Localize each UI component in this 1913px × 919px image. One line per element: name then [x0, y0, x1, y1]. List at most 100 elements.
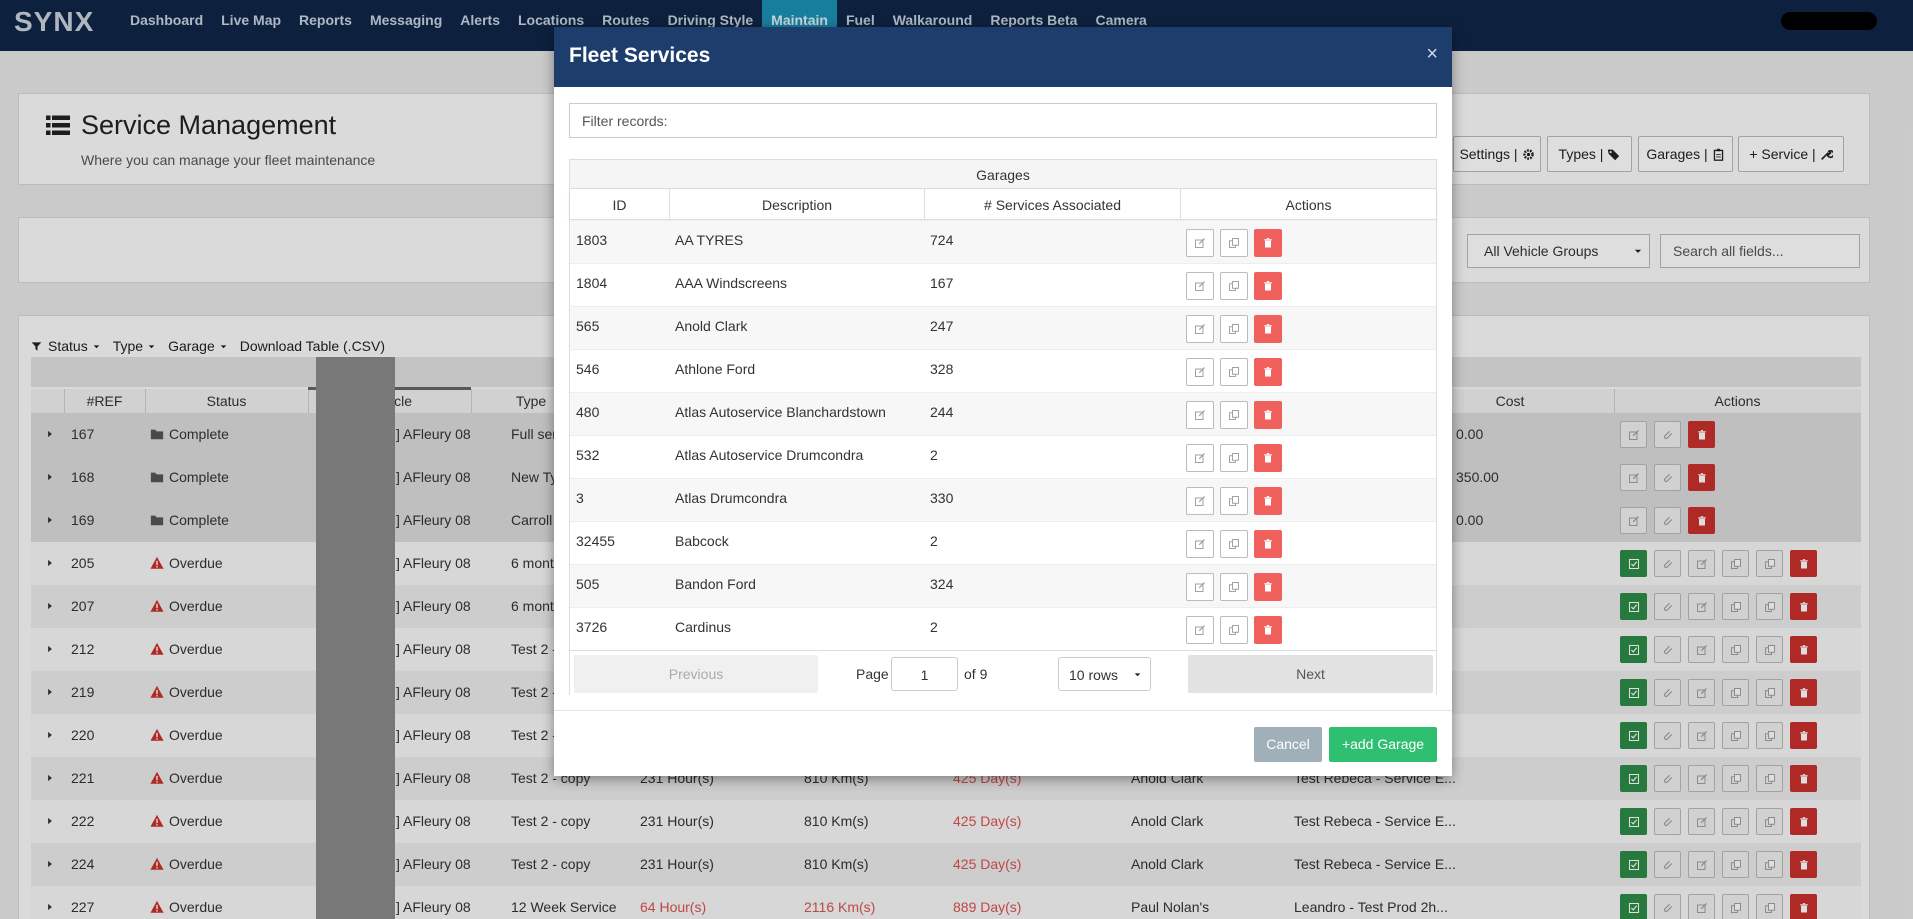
toolbar-item[interactable]: Download Table (.CSV): [240, 338, 385, 354]
header-button[interactable]: + Service |: [1738, 136, 1844, 172]
nav-item[interactable]: Fuel: [845, 12, 875, 28]
header-button[interactable]: Garages |: [1638, 136, 1733, 172]
delete-button[interactable]: [1254, 444, 1282, 472]
copy-button[interactable]: [1220, 358, 1248, 386]
add-garage-button[interactable]: +add Garage: [1329, 727, 1437, 762]
row-action-button[interactable]: [1756, 550, 1783, 577]
nav-item[interactable]: Reports: [299, 12, 352, 28]
row-action-button[interactable]: [1722, 851, 1749, 878]
copy-button[interactable]: [1220, 530, 1248, 558]
edit-button[interactable]: [1186, 530, 1214, 558]
delete-button[interactable]: [1254, 616, 1282, 644]
row-action-button[interactable]: [1688, 550, 1715, 577]
row-action-button[interactable]: [1620, 765, 1647, 792]
row-action-button[interactable]: [1620, 722, 1647, 749]
row-action-button[interactable]: [1620, 851, 1647, 878]
edit-button[interactable]: [1186, 573, 1214, 601]
delete-button[interactable]: [1254, 358, 1282, 386]
row-action-button[interactable]: [1654, 679, 1681, 706]
row-action-button[interactable]: [1688, 636, 1715, 663]
row-action-button[interactable]: [1688, 421, 1715, 448]
row-action-button[interactable]: [1756, 851, 1783, 878]
nav-item[interactable]: Reports Beta: [990, 12, 1078, 28]
row-action-button[interactable]: [1620, 894, 1647, 919]
row-action-button[interactable]: [1722, 808, 1749, 835]
row-action-button[interactable]: [1654, 507, 1681, 534]
edit-button[interactable]: [1186, 401, 1214, 429]
row-action-button[interactable]: [1620, 679, 1647, 706]
row-action-button[interactable]: [1688, 851, 1715, 878]
delete-button[interactable]: [1254, 315, 1282, 343]
row-action-button[interactable]: [1688, 464, 1715, 491]
nav-item[interactable]: Walkaround: [892, 12, 973, 28]
row-action-button[interactable]: [1756, 593, 1783, 620]
toolbar-item[interactable]: Garage: [168, 338, 228, 354]
filter-input[interactable]: Filter records:: [569, 103, 1437, 138]
row-action-button[interactable]: [1620, 808, 1647, 835]
edit-button[interactable]: [1186, 444, 1214, 472]
copy-button[interactable]: [1220, 401, 1248, 429]
row-action-button[interactable]: [1722, 679, 1749, 706]
header-button[interactable]: Settings |: [1453, 136, 1541, 172]
nav-item[interactable]: Alerts: [460, 12, 500, 28]
row-action-button[interactable]: [1790, 636, 1817, 663]
nav-item[interactable]: Live Map: [221, 12, 282, 28]
row-action-button[interactable]: [1654, 894, 1681, 919]
row-action-button[interactable]: [1620, 550, 1647, 577]
edit-button[interactable]: [1186, 487, 1214, 515]
row-action-button[interactable]: [1756, 679, 1783, 706]
row-action-button[interactable]: [1654, 464, 1681, 491]
edit-button[interactable]: [1186, 358, 1214, 386]
row-action-button[interactable]: [1688, 894, 1715, 919]
row-action-button[interactable]: [1654, 636, 1681, 663]
edit-button[interactable]: [1186, 315, 1214, 343]
nav-item[interactable]: Dashboard: [130, 12, 204, 28]
row-action-button[interactable]: [1790, 851, 1817, 878]
modal-close[interactable]: ×: [1426, 43, 1438, 65]
nav-item[interactable]: Locations: [517, 12, 585, 28]
cancel-button[interactable]: Cancel: [1254, 727, 1322, 762]
row-action-button[interactable]: [1620, 593, 1647, 620]
copy-button[interactable]: [1220, 272, 1248, 300]
row-action-button[interactable]: [1790, 765, 1817, 792]
copy-button[interactable]: [1220, 229, 1248, 257]
row-action-button[interactable]: [1722, 765, 1749, 792]
nav-item[interactable]: Driving Style: [667, 12, 754, 28]
row-action-button[interactable]: [1790, 808, 1817, 835]
toolbar-item[interactable]: Status: [48, 338, 101, 354]
row-action-button[interactable]: [1790, 550, 1817, 577]
row-action-button[interactable]: [1620, 507, 1647, 534]
previous-button[interactable]: Previous: [574, 655, 818, 693]
delete-button[interactable]: [1254, 487, 1282, 515]
row-action-button[interactable]: [1688, 722, 1715, 749]
row-action-button[interactable]: [1620, 421, 1647, 448]
edit-button[interactable]: [1186, 272, 1214, 300]
row-action-button[interactable]: [1654, 722, 1681, 749]
row-action-button[interactable]: [1688, 808, 1715, 835]
row-action-button[interactable]: [1756, 722, 1783, 749]
row-action-button[interactable]: [1620, 636, 1647, 663]
row-action-button[interactable]: [1722, 593, 1749, 620]
search-input[interactable]: Search all fields...: [1660, 234, 1860, 268]
header-button[interactable]: Types |: [1547, 136, 1632, 172]
row-action-button[interactable]: [1790, 894, 1817, 919]
next-button[interactable]: Next: [1188, 655, 1433, 693]
row-action-button[interactable]: [1654, 765, 1681, 792]
row-action-button[interactable]: [1756, 765, 1783, 792]
row-action-button[interactable]: [1654, 808, 1681, 835]
copy-button[interactable]: [1220, 616, 1248, 644]
delete-button[interactable]: [1254, 272, 1282, 300]
row-action-button[interactable]: [1654, 593, 1681, 620]
copy-button[interactable]: [1220, 573, 1248, 601]
delete-button[interactable]: [1254, 573, 1282, 601]
delete-button[interactable]: [1254, 401, 1282, 429]
row-action-button[interactable]: [1722, 894, 1749, 919]
row-action-button[interactable]: [1654, 550, 1681, 577]
row-action-button[interactable]: [1722, 550, 1749, 577]
row-action-button[interactable]: [1654, 851, 1681, 878]
delete-button[interactable]: [1254, 229, 1282, 257]
row-action-button[interactable]: [1688, 507, 1715, 534]
row-action-button[interactable]: [1756, 894, 1783, 919]
row-action-button[interactable]: [1688, 765, 1715, 792]
row-action-button[interactable]: [1790, 679, 1817, 706]
